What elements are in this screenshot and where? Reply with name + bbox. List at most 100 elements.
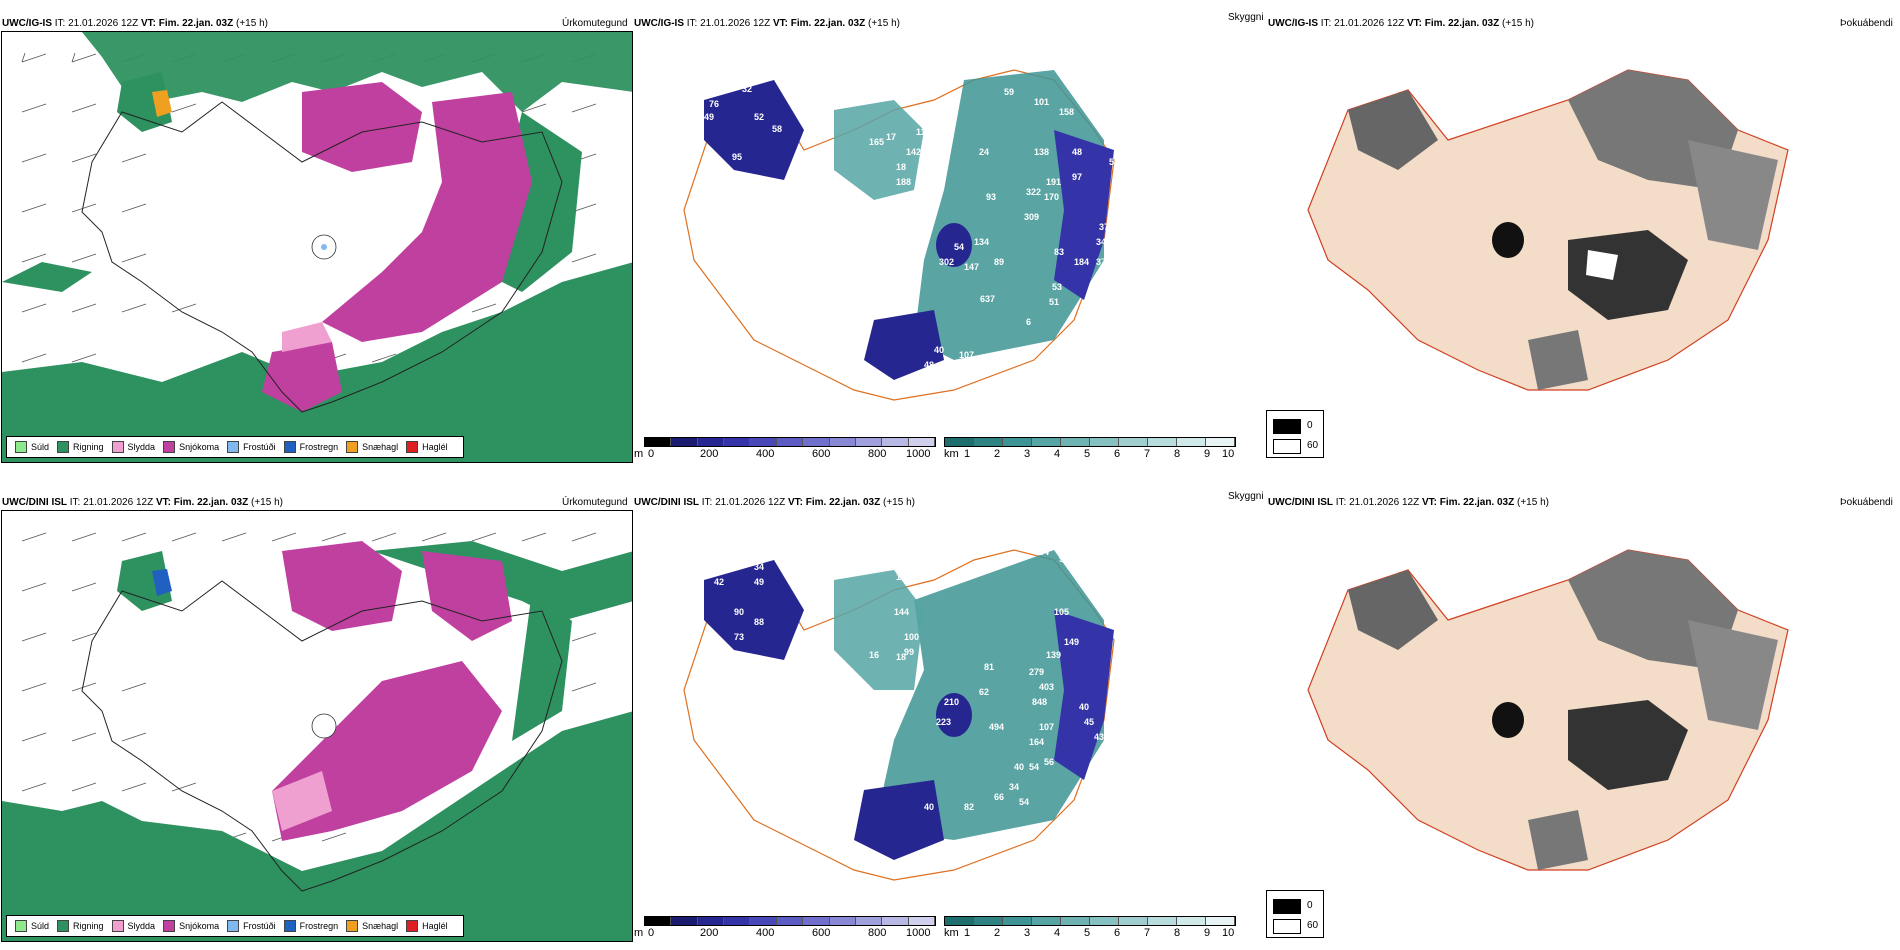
cbar-m-bar	[644, 437, 936, 447]
height-label: 54	[1029, 762, 1039, 772]
height-label: 322	[1026, 187, 1041, 197]
fog-map-2	[1307, 549, 1789, 871]
cbar-tick: 3	[1024, 927, 1031, 939]
height-label: 40	[1014, 762, 1024, 772]
height-label: 99	[904, 647, 914, 657]
cbar-tick: 10	[1222, 448, 1235, 460]
cloud-header-1: UWC/IG-IS IT: 21.01.2026 12Z VT: Fim. 22…	[634, 18, 900, 29]
cbar-tick: 200	[700, 927, 719, 939]
height-label: 164	[1029, 737, 1044, 747]
cbar-tick: 4	[1054, 448, 1061, 460]
height-label: 45	[1084, 717, 1094, 727]
height-label: 34	[754, 562, 764, 572]
height-label: 98	[1059, 554, 1069, 564]
fog-header-2: UWC/DINI ISL IT: 21.01.2026 12Z VT: Fim.…	[1268, 497, 1549, 508]
height-label: 138	[1034, 147, 1049, 157]
height-label: 40	[974, 842, 984, 852]
height-label: 59	[1004, 87, 1014, 97]
cbar-tick: 1	[964, 927, 971, 939]
legend-item: Snæhagl	[346, 920, 398, 932]
height-label: 48	[924, 360, 934, 370]
height-label: 38	[1109, 197, 1119, 207]
height-label: 107	[1039, 722, 1054, 732]
fog-title-1: Þokuábendi	[1840, 18, 1893, 29]
cbar-tick: 600	[812, 448, 831, 460]
cbar-tick: 8	[1174, 927, 1181, 939]
height-label: 34	[1009, 782, 1019, 792]
height-label: 51	[1049, 297, 1059, 307]
height-label: 95	[732, 152, 742, 162]
height-label: 44	[1102, 317, 1112, 327]
cbar-tick: 8	[1174, 448, 1181, 460]
cbar-unit: m	[634, 448, 644, 460]
height-label: 57	[1094, 577, 1104, 587]
height-label: 43	[1094, 732, 1104, 742]
fog-legend-value: 60	[1307, 440, 1319, 451]
height-label: 64	[1039, 547, 1049, 557]
height-label: 49	[704, 112, 714, 122]
cbar-tick: 6	[1114, 448, 1121, 460]
legend-item: Súld	[15, 920, 49, 932]
fog-legend-1: 0 60	[1266, 410, 1324, 458]
cbar-tick: 200	[700, 448, 719, 460]
fog-legend-2: 0 60	[1266, 890, 1324, 938]
height-label: 100	[904, 632, 919, 642]
height-label: 40	[924, 802, 934, 812]
height-label: 11	[814, 122, 824, 132]
height-label: 68	[742, 542, 752, 552]
height-label: 101	[1034, 97, 1049, 107]
cbar-unit: m	[634, 927, 644, 939]
height-label: 99	[914, 192, 924, 202]
height-label: 56	[1044, 757, 1054, 767]
cbar-tick: 800	[868, 448, 887, 460]
height-label: 11	[916, 127, 926, 137]
height-label: 17	[896, 572, 906, 582]
height-label: 158	[1059, 107, 1074, 117]
height-label: 76	[709, 99, 719, 109]
cbar-tick: 5	[1084, 448, 1091, 460]
precip-header-2: UWC/DINI ISL IT: 21.01.2026 12Z VT: Fim.…	[2, 497, 283, 508]
precip-legend-1: Súld Rigning Slydda Snjókoma Frostúði Fr…	[6, 436, 464, 458]
cbar-tick: 9	[1204, 448, 1211, 460]
height-label: 90	[734, 607, 744, 617]
height-label: 37	[1096, 257, 1106, 267]
height-label: 68	[734, 62, 744, 72]
height-label: 494	[989, 722, 1004, 732]
cbar-tick: 1000	[906, 448, 931, 460]
legend-item: Snjókoma	[163, 441, 219, 453]
height-label: 42	[714, 577, 724, 587]
cbar-unit: km	[944, 448, 959, 460]
height-label: 83	[1054, 247, 1064, 257]
cbar-tick: 3	[1024, 448, 1031, 460]
height-label: 848	[1032, 697, 1047, 707]
height-label: 81	[984, 662, 994, 672]
height-label: 88	[754, 617, 764, 627]
height-label: 97	[1072, 172, 1082, 182]
height-label: 54	[1019, 797, 1029, 807]
fog-header-1: UWC/IG-IS IT: 21.01.2026 12Z VT: Fim. 22…	[1268, 18, 1534, 29]
legend-item: Rigning	[57, 441, 104, 453]
cloud-title-1: Skyggni	[1228, 12, 1264, 23]
height-label: 93	[986, 192, 996, 202]
legend-item: Súld	[15, 441, 49, 453]
cbar-tick: 2	[994, 448, 1001, 460]
precip-map-svg-2	[2, 532, 632, 941]
cbar-tick: 7	[1144, 927, 1151, 939]
cbar-tick: 400	[756, 927, 775, 939]
height-label: 142	[906, 147, 921, 157]
height-label: 188	[896, 177, 911, 187]
height-label: 302	[939, 257, 954, 267]
height-label: 147	[964, 262, 979, 272]
legend-item: Frostregn	[283, 920, 338, 932]
legend-item: Slydda	[111, 441, 155, 453]
height-label: 73	[734, 632, 744, 642]
cbar-unit: km	[944, 927, 959, 939]
height-label: 309	[1024, 212, 1039, 222]
height-label: 89	[994, 257, 1004, 267]
legend-item: Slydda	[111, 920, 155, 932]
height-label: 210	[944, 697, 959, 707]
height-label: 105	[1054, 607, 1069, 617]
height-label: 24	[979, 147, 989, 157]
